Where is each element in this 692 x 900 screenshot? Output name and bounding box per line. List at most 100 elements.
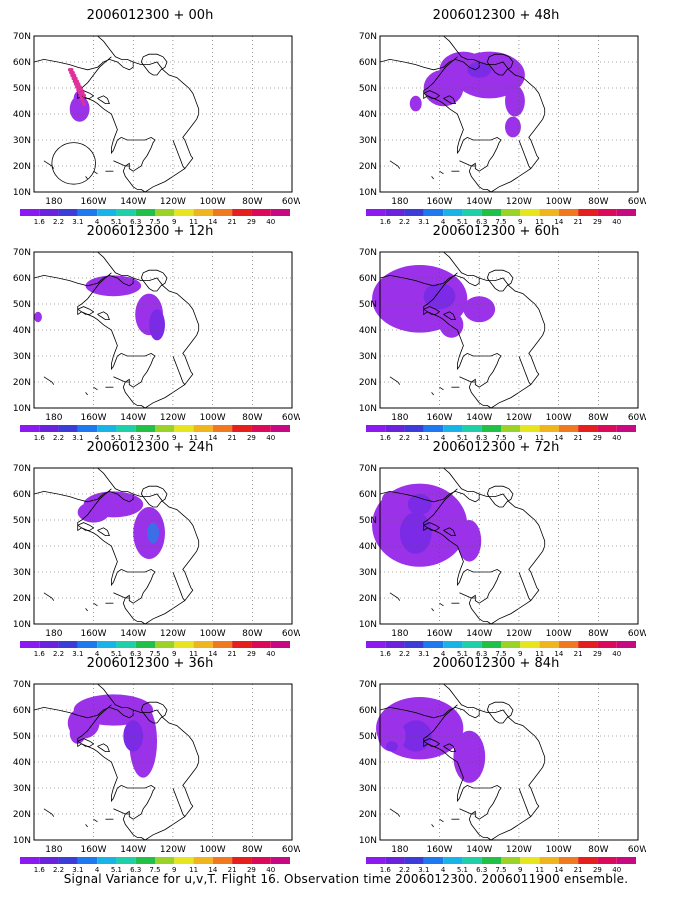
lat-tick-label: 30N	[359, 352, 377, 362]
lat-tick-label: 60N	[359, 58, 377, 68]
colorbar-cell	[501, 209, 521, 216]
colorbar-cell	[251, 209, 271, 216]
colorbar-label: 14	[554, 218, 563, 224]
lat-tick-label: 70N	[13, 680, 31, 690]
colorbar-cell	[481, 857, 501, 864]
colorbar-label: 14	[208, 650, 217, 656]
colorbar: 1.6 2.2 3.1 4 5.1 6.3 7.5 9 11 14 21 29 40	[366, 209, 636, 224]
observation-point	[72, 73, 77, 78]
colorbar-label: 14	[554, 866, 563, 872]
colorbar-label: 3.1	[72, 434, 83, 440]
colorbar-label: 4	[95, 650, 100, 656]
colorbar-cell	[97, 857, 117, 864]
colorbar-cell	[597, 425, 617, 432]
colorbar-cell	[501, 857, 521, 864]
lat-tick-label: 20N	[359, 810, 377, 820]
colorbar-label: 3.1	[418, 650, 429, 656]
variance-shading	[376, 697, 486, 783]
colorbar-label: 3.1	[418, 866, 429, 872]
lat-tick-label: 30N	[359, 784, 377, 794]
lat-tick-label: 70N	[359, 248, 377, 258]
shaded-region	[457, 520, 482, 562]
lat-tick-label: 40N	[359, 110, 377, 120]
colorbar-cell	[520, 425, 540, 432]
lat-tick-label: 40N	[13, 326, 31, 336]
colorbar-label: 21	[228, 650, 237, 656]
colorbar-cell	[77, 425, 98, 432]
colorbar-label: 2.2	[399, 434, 410, 440]
observation-point	[75, 85, 79, 89]
lon-tick-label: 160W	[426, 845, 452, 855]
colorbar-cell	[520, 209, 540, 216]
map-plot: 70N 60N 50N 40N 30N 20N 10N 180 160W 140W 120W 100W…	[359, 680, 646, 872]
colorbar-cell	[270, 425, 290, 432]
lon-tick-label: 80W	[242, 845, 262, 855]
lat-tick-label: 10N	[13, 404, 31, 414]
colorbar-cell	[462, 425, 482, 432]
lon-tick-label: 80W	[588, 413, 608, 423]
colorbar-label: 3.1	[72, 650, 83, 656]
variance-shading	[77, 491, 165, 559]
colorbar-cell	[58, 209, 78, 216]
lat-tick-label: 30N	[359, 568, 377, 578]
lon-tick-label: 60W	[282, 197, 300, 207]
variance-shading	[372, 265, 496, 338]
colorbar-cell	[366, 641, 386, 648]
lon-tick-label: 120W	[160, 197, 186, 207]
colorbar-cell	[135, 209, 155, 216]
map-frame	[379, 683, 639, 841]
lon-tick-label: 100W	[546, 845, 572, 855]
lat-tick-label: 10N	[13, 620, 31, 630]
colorbar-label: 11	[535, 866, 544, 872]
observation-point	[82, 102, 86, 106]
colorbar-label: 1.6	[34, 434, 46, 440]
colorbar-label: 6.3	[476, 866, 487, 872]
lat-tick-label: 20N	[13, 162, 31, 172]
colorbar-cell	[116, 857, 136, 864]
colorbar-label: 9	[518, 650, 522, 656]
colorbar-label: 9	[172, 866, 176, 872]
lon-tick-label: 180	[45, 197, 62, 207]
lat-tick-label: 50N	[359, 732, 377, 742]
colorbar-label: 1.6	[380, 650, 392, 656]
map-frame	[33, 683, 293, 841]
lon-tick-label: 180	[391, 629, 408, 639]
lat-tick-label: 60N	[13, 58, 31, 68]
colorbar-label: 1.6	[34, 650, 46, 656]
lon-tick-label: 140W	[120, 197, 146, 207]
lon-tick-label: 80W	[242, 629, 262, 639]
lon-tick-label: 140W	[466, 413, 492, 423]
colorbar-label: 40	[612, 650, 621, 656]
lon-tick-label: 180	[391, 197, 408, 207]
colorbar-label: 5.1	[111, 650, 122, 656]
colorbar-label: 21	[574, 218, 583, 224]
colorbar-cell	[270, 857, 290, 864]
map-frame	[379, 467, 639, 625]
coastlines	[379, 35, 546, 193]
colorbar-cell	[20, 209, 40, 216]
lat-tick-label: 20N	[359, 162, 377, 172]
colorbar-cell	[77, 857, 98, 864]
colorbar-cell	[193, 857, 213, 864]
colorbar-label: 5.1	[111, 866, 122, 872]
colorbar-label: 1.6	[380, 434, 392, 440]
colorbar-label: 14	[208, 866, 217, 872]
colorbar-cell	[539, 857, 559, 864]
colorbar-label: 5.1	[457, 434, 468, 440]
colorbar-cell	[423, 425, 444, 432]
colorbar: 1.6 2.2 3.1 4 5.1 6.3 7.5 9 11 14 21 29 40	[366, 425, 636, 440]
figure-caption: Signal Variance for u,v,T. Flight 16. Ob…	[63, 872, 629, 886]
colorbar-label: 4	[441, 434, 446, 440]
colorbar: 1.6 2.2 3.1 4 5.1 6.3 7.5 9 11 14 21 29 40	[366, 641, 636, 656]
lon-tick-label: 60W	[628, 197, 646, 207]
colorbar-label: 29	[247, 434, 256, 440]
colorbar-cell	[155, 641, 175, 648]
shaded-region	[378, 720, 406, 752]
map-panel: 2006012300 + 24h 70N 60N 50N 40N 30N 20N 10N 180…	[0, 440, 300, 656]
colorbar-label: 2.2	[399, 650, 410, 656]
shaded-region	[407, 494, 432, 515]
colorbar-cell	[423, 209, 444, 216]
colorbar-cell	[404, 857, 424, 864]
shaded-region	[505, 85, 525, 117]
observation-point	[73, 82, 78, 86]
